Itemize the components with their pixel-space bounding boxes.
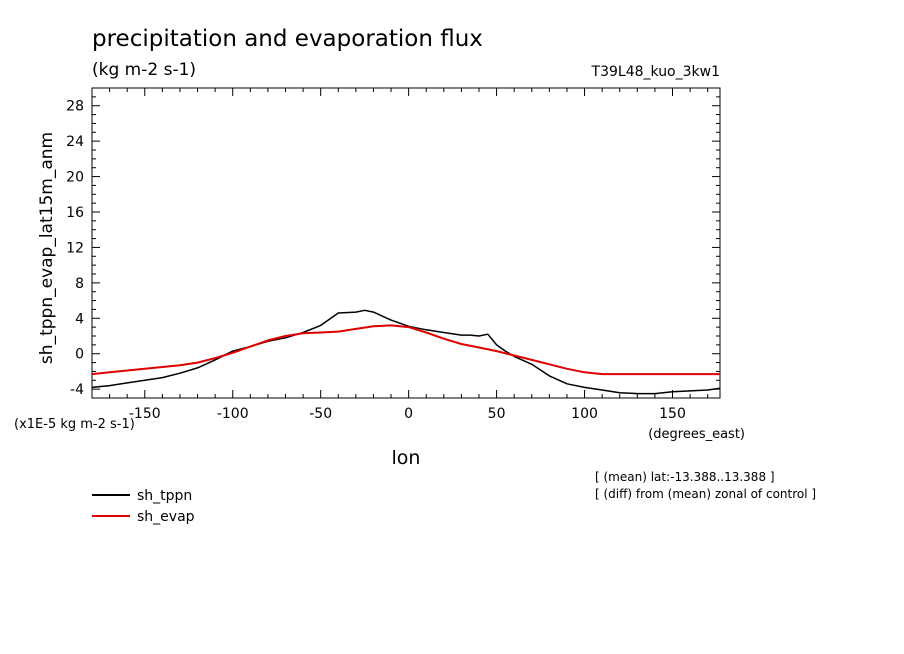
y-tick-label: 12: [66, 240, 84, 256]
y-tick-label: 0: [75, 347, 84, 363]
x-tick-label: -50: [309, 406, 332, 422]
run-label: T39L48_kuo_3kw1: [591, 64, 720, 80]
series-line-sh-tppn: [91, 309, 721, 395]
y-axis-label: sh_tppn_evap_lat15m_anm: [37, 132, 57, 364]
x-tick-label: 0: [404, 406, 413, 422]
legend: sh_tppn sh_evap: [92, 488, 195, 525]
x-tick-label: 50: [488, 406, 506, 422]
chart-subtitle: (kg m-2 s-1): [92, 60, 196, 80]
y-tick-label: 4: [75, 311, 84, 327]
y-tick-label: 28: [66, 99, 84, 115]
y-tick-label: -4: [70, 382, 84, 398]
y-tick-label: 8: [75, 276, 84, 292]
series-line-sh-evap: [91, 324, 720, 376]
series-layer: [91, 309, 721, 395]
y-axis-ticks: -4 0 4 8 12 16 20 24 28: [66, 87, 720, 399]
x-tick-label: -150: [129, 406, 161, 422]
y-tick-label: 24: [66, 134, 84, 150]
x-tick-label: 100: [571, 406, 598, 422]
x-tick-label: -100: [217, 406, 249, 422]
y-tick-label: 16: [66, 205, 84, 221]
chart-title: precipitation and evaporation flux: [92, 26, 483, 52]
x-axis-label: lon: [392, 447, 421, 469]
note-mean-lat: [ (mean) lat:-13.388..13.388 ]: [595, 470, 775, 484]
y-tick-label: 20: [66, 170, 84, 186]
note-diff-control: [ (diff) from (mean) zonal of control ]: [595, 487, 816, 501]
legend-label-sh-tppn: sh_tppn: [137, 488, 192, 504]
plot-frame: [91, 87, 721, 399]
x-axis-ticks: -150 -100 -50 0 50 100 150: [109, 88, 709, 422]
x-tick-label: 150: [659, 406, 686, 422]
x-axis-units: (degrees_east): [648, 427, 745, 442]
legend-label-sh-evap: sh_evap: [137, 509, 195, 525]
y-scale-note: (x1E-5 kg m-2 s-1): [14, 417, 135, 432]
